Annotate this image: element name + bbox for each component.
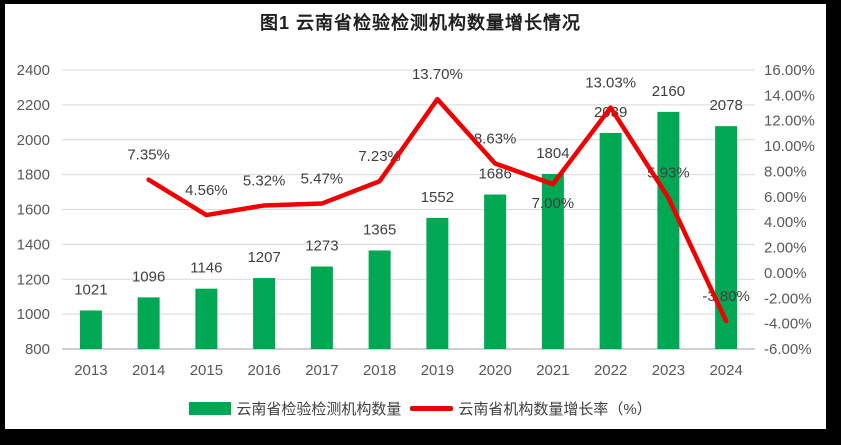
- bar-value-label: 1096: [132, 268, 165, 285]
- legend-item-label: 云南省机构数量增长率（%）: [458, 401, 652, 418]
- y-axis-tick-label: 1600: [17, 202, 50, 219]
- y-axis-tick-label: 1400: [17, 236, 50, 253]
- x-axis-tick-label: 2022: [594, 362, 627, 379]
- bar: [484, 194, 507, 349]
- growth-rate-line: [146, 96, 729, 324]
- bar: [657, 111, 680, 349]
- y2-axis-tick-label: -4.00%: [764, 316, 812, 333]
- legend-item-label: 云南省检验检测机构数量: [236, 401, 402, 418]
- x-axis-tick-label: 2020: [478, 362, 511, 379]
- bar: [426, 217, 449, 349]
- bar: [137, 297, 160, 349]
- bar: [541, 173, 564, 349]
- bar-value-label: 1146: [190, 260, 222, 277]
- y2-axis-tick-label: 2.00%: [764, 240, 807, 257]
- line-value-label: 7.35%: [127, 147, 170, 164]
- line-value-label: 7.23%: [358, 148, 401, 165]
- legend-item-line: 云南省机构数量增长率（%）: [410, 398, 652, 419]
- chart-title: 图1 云南省检验检测机构数量增长情况: [259, 13, 581, 33]
- line-value-label: 5.47%: [301, 171, 344, 188]
- bar: [599, 132, 622, 349]
- y2-axis-tick-label: 0.00%: [764, 265, 807, 282]
- y-axis-tick-label: 1800: [17, 167, 50, 184]
- bar: [195, 288, 218, 349]
- chart-canvas: [5, 4, 826, 429]
- x-axis-tick-label: 2013: [74, 362, 107, 379]
- y2-axis-tick-label: 4.00%: [764, 214, 807, 231]
- bar-value-label: 2160: [652, 83, 685, 100]
- y-axis-tick-label: 800: [25, 341, 50, 358]
- line-value-label: 8.63%: [474, 130, 517, 147]
- line-value-label: 13.70%: [412, 66, 463, 83]
- y-axis-tick-label: 2400: [17, 62, 50, 79]
- x-axis-tick-label: 2015: [190, 362, 223, 379]
- x-axis-tick-label: 2014: [132, 362, 165, 379]
- x-axis-tick-label: 2018: [363, 362, 396, 379]
- bar: [715, 126, 738, 350]
- bar-value-label: 1021: [74, 281, 107, 298]
- bar-value-label: 1207: [247, 249, 280, 266]
- y2-axis-tick-label: -2.00%: [764, 290, 812, 307]
- bar: [368, 250, 391, 349]
- line-value-label: 4.56%: [185, 182, 228, 199]
- y2-axis-tick-label: -6.00%: [764, 341, 812, 358]
- bar: [79, 310, 102, 349]
- bar-value-label: 1273: [305, 238, 338, 255]
- line-swatch-icon: [410, 406, 454, 411]
- y2-axis-tick-label: 12.00%: [764, 113, 815, 130]
- line-value-label: 13.03%: [585, 75, 636, 92]
- line-value-label: 5.32%: [243, 172, 286, 189]
- y-axis-tick-label: 1200: [17, 271, 50, 288]
- bar: [253, 278, 276, 349]
- bar-value-label: 1686: [478, 166, 511, 183]
- x-axis-tick-label: 2016: [247, 362, 280, 379]
- bar-value-label: 1365: [363, 221, 396, 238]
- y-axis-tick-label: 2200: [17, 97, 50, 114]
- line-value-label: 7.00%: [532, 195, 575, 212]
- x-axis-tick-label: 2021: [536, 362, 569, 379]
- y2-axis-tick-label: 6.00%: [764, 189, 807, 206]
- x-axis-tick-label: 2024: [709, 362, 742, 379]
- y2-axis-tick-label: 10.00%: [764, 138, 815, 155]
- bar-value-label: 1804: [536, 145, 569, 162]
- legend-item-bars: 云南省检验检测机构数量: [189, 398, 401, 419]
- bar-swatch-icon: [189, 402, 232, 415]
- bar: [310, 266, 333, 349]
- bar-value-label: 2078: [709, 97, 742, 114]
- y2-axis-tick-label: 8.00%: [764, 163, 807, 180]
- y2-axis-tick-label: 16.00%: [764, 62, 815, 79]
- y-axis-tick-label: 2000: [17, 132, 50, 149]
- x-axis-tick-label: 2017: [305, 362, 338, 379]
- y2-axis-tick-label: 14.00%: [764, 87, 815, 104]
- x-axis-tick-label: 2023: [652, 362, 685, 379]
- x-axis-tick-label: 2019: [421, 362, 454, 379]
- chart-legend: 云南省检验检测机构数量 云南省机构数量增长率（%）: [0, 398, 841, 419]
- bar-value-label: 1552: [421, 189, 454, 206]
- y-axis-tick-label: 1000: [17, 306, 50, 323]
